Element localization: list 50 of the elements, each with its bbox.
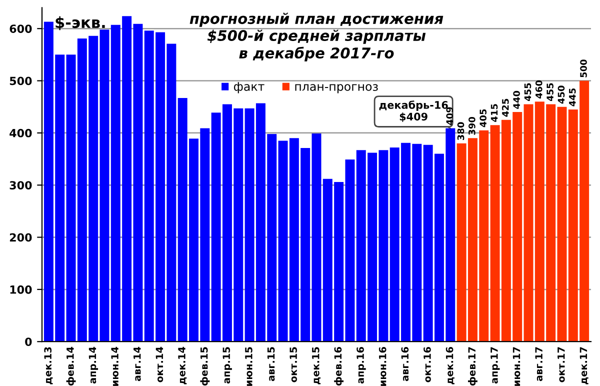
y-tick-label: 300 (10, 181, 32, 190)
x-tick-label: авг.17 (535, 347, 542, 382)
x-tick-label: окт.17 (558, 347, 565, 382)
data-label: 445 (569, 88, 576, 106)
data-label: 455 (546, 83, 554, 102)
x-tick-label: фев.15 (200, 347, 210, 386)
legend-label: план-прогноз (295, 84, 378, 94)
data-label: 425 (502, 98, 509, 117)
y-tick-label: 0 (25, 338, 32, 346)
x-tick-label: дек.14 (178, 346, 187, 384)
data-label: 390 (468, 116, 476, 135)
y-tick-label: 600 (10, 24, 32, 33)
x-tick-label: авг.16 (401, 346, 409, 382)
data-label: 440 (513, 90, 520, 109)
x-tick-label: авг.15 (267, 347, 275, 382)
y-tick-label: 200 (10, 233, 32, 242)
data-label: 380 (457, 122, 464, 140)
x-tick-label: апр.16 (356, 346, 366, 384)
x-tick-label: апр.14 (88, 346, 98, 384)
x-tick-label: июн.15 (245, 347, 252, 386)
x-tick-label: дек.15 (312, 347, 321, 384)
legend-label: факт (234, 82, 264, 94)
data-label: 405 (480, 109, 486, 128)
x-tick-label: авг.14 (134, 346, 141, 382)
data-label: 455 (524, 83, 532, 102)
x-tick-label: дек.16 (446, 346, 454, 384)
x-tick-label: фев.17 (468, 347, 478, 386)
x-tick-label: окт.16 (424, 346, 431, 382)
y-tick-label: 400 (10, 128, 32, 138)
data-label: 415 (490, 104, 498, 122)
x-tick-label: июн.14 (111, 346, 118, 386)
x-tick-label: фев.16 (334, 346, 344, 386)
x-tick-label: фев.14 (66, 346, 76, 386)
bar (312, 133, 322, 342)
x-tick-label: окт.14 (156, 346, 164, 382)
y-axis-title: $-экв. (56, 16, 105, 30)
y-tick-label: 100 (10, 285, 32, 294)
data-label: 409 (446, 107, 454, 126)
x-tick-label: июн.16 (378, 346, 386, 386)
data-label: 460 (535, 80, 542, 98)
x-tick-label: дек.13 (44, 347, 53, 384)
x-tick-label: дек.17 (580, 347, 588, 384)
x-tick-label: апр.15 (222, 347, 232, 384)
text: прогнозный план достижения $500-й средней зарплаты в декабре 2017-го (190, 12, 444, 62)
y-tick-label: 500 (10, 76, 32, 86)
x-tick-label: июн.17 (512, 347, 520, 386)
data-label: 500 (580, 60, 587, 78)
data-label: 450 (558, 86, 565, 104)
x-tick-label: апр.17 (490, 347, 500, 384)
x-tick-label: окт.15 (290, 347, 298, 382)
